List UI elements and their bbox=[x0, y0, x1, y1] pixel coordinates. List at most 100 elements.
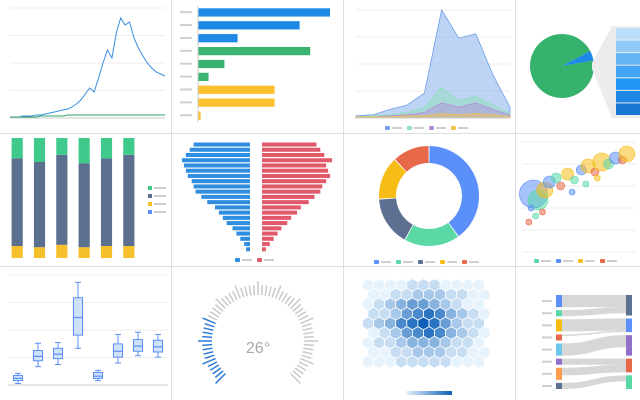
stack-segment bbox=[100, 158, 113, 246]
panel-donut-chart[interactable] bbox=[344, 134, 515, 266]
bubble bbox=[618, 145, 636, 163]
legend-label bbox=[381, 261, 391, 263]
bubble bbox=[582, 180, 590, 188]
gauge-tick bbox=[303, 335, 314, 339]
gauge-tick bbox=[289, 298, 301, 310]
hex-cell bbox=[395, 354, 408, 369]
gauge-tick bbox=[203, 351, 214, 355]
divider bbox=[0, 266, 640, 267]
donut-slice bbox=[405, 222, 458, 246]
gauge-tick bbox=[292, 370, 302, 378]
area-chart bbox=[355, 8, 511, 130]
bubble bbox=[593, 174, 601, 182]
panel-population-pyramid[interactable] bbox=[172, 134, 343, 266]
panel-area-chart[interactable] bbox=[344, 0, 515, 133]
gauge-value: 26° bbox=[246, 340, 270, 357]
sankey-node bbox=[556, 319, 562, 332]
gauge-tick bbox=[202, 317, 216, 325]
bar-left bbox=[222, 215, 250, 220]
hex-cell bbox=[450, 354, 463, 369]
sankey-link bbox=[562, 335, 626, 356]
legend-label bbox=[425, 261, 435, 263]
bar-left bbox=[226, 221, 250, 226]
gauge-tick bbox=[221, 297, 229, 307]
bar-left bbox=[244, 242, 250, 247]
panel-line-chart[interactable] bbox=[0, 0, 171, 133]
gauge-tick bbox=[215, 298, 227, 310]
bar-right bbox=[262, 215, 292, 220]
stack-segment bbox=[78, 247, 90, 258]
bar bbox=[198, 85, 275, 94]
gauge-tick bbox=[209, 311, 220, 318]
gauge-tick bbox=[274, 285, 282, 299]
series-line bbox=[10, 114, 165, 118]
panel-sankey-chart[interactable] bbox=[516, 267, 640, 400]
bar-left bbox=[240, 236, 250, 241]
bar bbox=[198, 59, 225, 69]
panel-pie-of-pie-chart[interactable] bbox=[516, 0, 640, 133]
legend-label bbox=[154, 203, 166, 205]
panel-horizontal-bar-chart[interactable] bbox=[172, 0, 343, 133]
legend-label bbox=[242, 259, 252, 261]
gauge-tick bbox=[302, 327, 313, 331]
sankey-node bbox=[626, 358, 632, 373]
category-label bbox=[180, 24, 192, 27]
legend-swatch bbox=[429, 126, 434, 130]
gauge-tick bbox=[271, 287, 277, 298]
panel-hexbin-heatmap[interactable] bbox=[344, 267, 515, 400]
population-pyramid bbox=[181, 142, 332, 262]
box bbox=[133, 339, 143, 352]
bar-left bbox=[193, 142, 250, 147]
legend-label bbox=[458, 127, 468, 129]
panel-stacked-percent-bar-chart[interactable] bbox=[0, 134, 171, 266]
legend-label bbox=[469, 261, 479, 263]
pie-slice bbox=[530, 33, 594, 98]
bar-left bbox=[183, 163, 250, 168]
bar bbox=[198, 8, 330, 17]
sankey-node bbox=[556, 334, 562, 341]
bar-right bbox=[262, 184, 323, 189]
legend-label bbox=[541, 260, 551, 262]
legend-label bbox=[585, 260, 595, 262]
bar bbox=[198, 21, 300, 30]
sankey-node bbox=[556, 295, 562, 308]
bar-right bbox=[262, 200, 309, 205]
stack-segment bbox=[123, 138, 135, 155]
bubble bbox=[539, 208, 546, 216]
sankey-node bbox=[556, 358, 562, 365]
gauge-tick bbox=[289, 372, 301, 384]
legend-swatch bbox=[600, 259, 605, 263]
legend-swatch bbox=[396, 260, 401, 264]
panel-box-plot[interactable] bbox=[0, 267, 171, 400]
bubble bbox=[527, 204, 535, 212]
gauge-tick bbox=[298, 361, 309, 368]
horizontal-bar-chart bbox=[180, 6, 330, 122]
bubble bbox=[568, 188, 576, 196]
legend-label bbox=[403, 261, 413, 263]
panel-bubble-chart[interactable] bbox=[516, 134, 640, 266]
stack-segment bbox=[100, 246, 113, 258]
stack-segment bbox=[11, 246, 23, 258]
gauge-tick bbox=[287, 297, 295, 307]
gauge-tick bbox=[234, 285, 242, 299]
stack-segment bbox=[56, 244, 68, 258]
gauge-tick bbox=[212, 367, 222, 375]
category-label bbox=[180, 62, 192, 65]
stack-segment bbox=[56, 154, 68, 245]
node-label bbox=[542, 360, 552, 363]
bar-right bbox=[262, 242, 270, 247]
bar-left bbox=[207, 200, 250, 205]
gauge-tick bbox=[303, 347, 314, 351]
gauge-tick bbox=[294, 307, 304, 315]
breakdown-segment bbox=[616, 53, 640, 65]
legend-label bbox=[563, 260, 573, 262]
stack-segment bbox=[123, 246, 135, 258]
gauge-tick bbox=[212, 307, 222, 315]
gauge-tick bbox=[264, 285, 268, 296]
bar-left bbox=[181, 158, 250, 163]
bar-left bbox=[187, 173, 250, 178]
legend-swatch bbox=[148, 210, 152, 214]
panel-gauge-chart[interactable]: 26° bbox=[172, 267, 343, 400]
divider bbox=[343, 0, 344, 400]
legend-label bbox=[414, 127, 424, 129]
